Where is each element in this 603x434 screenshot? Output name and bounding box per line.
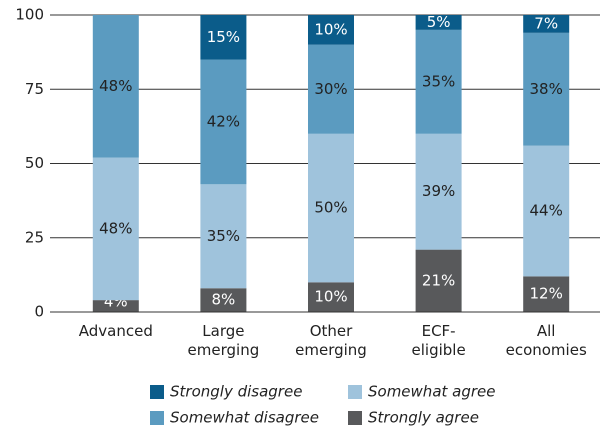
bar-segment <box>415 15 462 30</box>
x-tick-label: ECF-eligible <box>411 322 466 359</box>
bar-segment <box>415 249 462 312</box>
bar-segment <box>308 282 354 312</box>
bar-segment <box>415 133 462 250</box>
legend-swatch <box>150 411 164 425</box>
data-label: 48% <box>99 219 132 237</box>
legend-label: Somewhat agree <box>368 383 496 401</box>
legend-label: Strongly agree <box>368 409 479 427</box>
data-label: 35% <box>207 227 240 245</box>
bar-segment <box>200 184 247 289</box>
y-tick-label: 75 <box>25 80 44 98</box>
data-label: 5% <box>427 13 451 31</box>
data-label: 21% <box>422 271 455 289</box>
y-tick-label: 100 <box>15 6 44 24</box>
bar-segment <box>308 133 354 283</box>
bar-segment <box>92 157 139 301</box>
data-label: 38% <box>530 80 563 98</box>
data-label: 35% <box>422 72 455 90</box>
bar-segment <box>308 44 354 134</box>
bar-segment <box>92 300 139 312</box>
bar-segment <box>523 276 570 312</box>
y-tick-label: 0 <box>34 303 44 321</box>
bar-segment <box>523 32 570 146</box>
x-tick-label: Large emerging <box>187 322 260 359</box>
data-label: 7% <box>534 14 558 32</box>
y-tick-label: 50 <box>25 154 44 172</box>
data-label: 39% <box>422 182 455 200</box>
data-label: 30% <box>314 80 347 98</box>
bar-segment <box>308 15 354 45</box>
data-label: 12% <box>530 285 563 303</box>
legend-label: Strongly disagree <box>170 383 302 401</box>
bar-segment <box>200 15 247 60</box>
x-tick-label: All economies <box>505 322 587 359</box>
data-label: 48% <box>99 77 132 95</box>
legend-swatch <box>150 385 164 399</box>
bar-segment <box>523 15 570 33</box>
data-label: 42% <box>207 112 240 130</box>
legend-swatch <box>348 385 362 399</box>
bar-segment <box>415 29 462 134</box>
legend-swatch <box>348 411 362 425</box>
bar-segment <box>200 59 247 185</box>
data-label: 10% <box>314 20 347 38</box>
data-label: 10% <box>314 288 347 306</box>
x-tick-label: Advanced <box>78 322 153 340</box>
legend-label: Somewhat disagree <box>170 409 319 427</box>
data-label: 8% <box>212 291 236 309</box>
data-label: 44% <box>530 202 563 220</box>
data-label: 50% <box>314 199 347 217</box>
bar-segment <box>92 15 139 158</box>
bar-segment <box>523 145 570 277</box>
data-label: 15% <box>207 28 240 46</box>
x-tick-label: Other emerging <box>295 322 367 359</box>
y-tick-label: 25 <box>25 228 44 246</box>
bar-segment <box>200 288 247 312</box>
